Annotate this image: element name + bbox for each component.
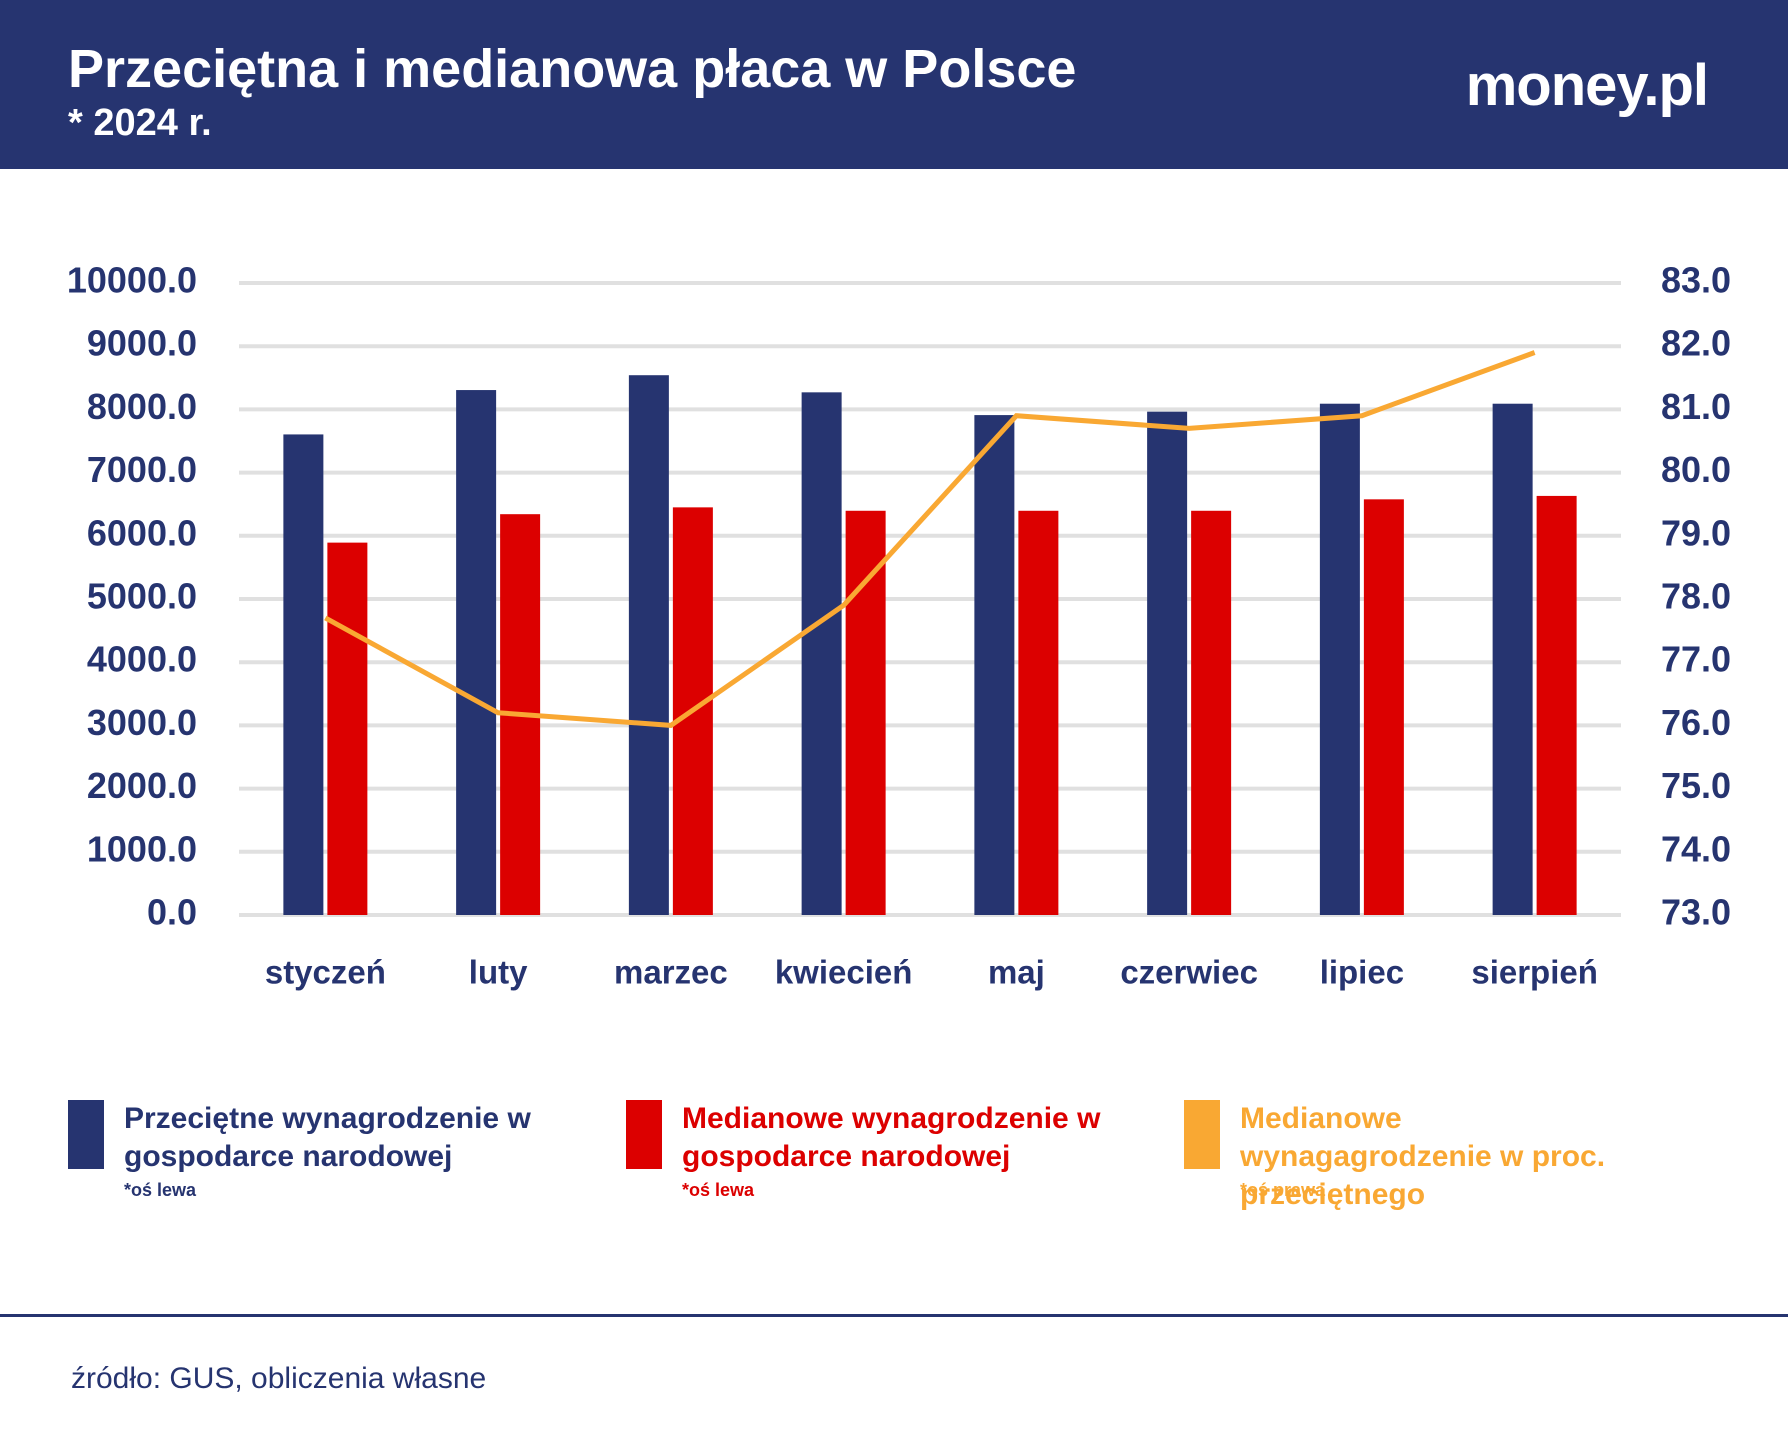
- y2-tick-label: 75.0: [1661, 765, 1731, 806]
- bar: [974, 415, 1015, 915]
- bar: [801, 392, 842, 915]
- logo: money.pl: [1465, 53, 1709, 118]
- bar: [283, 434, 324, 915]
- y2-tick-label: 83.0: [1661, 260, 1731, 301]
- source: źródło: GUS, obliczenia własne: [71, 1362, 487, 1395]
- y2-tick-label: 81.0: [1661, 386, 1731, 427]
- y-tick-label: 7000.0: [87, 449, 197, 490]
- y2-tick-label: 76.0: [1661, 702, 1731, 743]
- legend-label: Przeciętne wynagrodzenie w gospodarce na…: [124, 1102, 531, 1173]
- bar: [1191, 510, 1232, 915]
- legend-note: *oś lewa: [682, 1180, 755, 1200]
- y-tick-label: 6000.0: [87, 512, 197, 553]
- y2-tick-label: 80.0: [1661, 449, 1731, 490]
- bar: [1363, 499, 1404, 915]
- bar: [1319, 403, 1360, 915]
- x-tick-label: czerwiec: [1120, 954, 1258, 991]
- line: [324, 350, 1536, 728]
- bar: [456, 390, 497, 915]
- x-tick-label: luty: [469, 954, 528, 991]
- y-tick-label: 1000.0: [87, 828, 197, 869]
- x-tick-label: marzec: [614, 954, 728, 991]
- y2-tick-label: 79.0: [1661, 512, 1731, 553]
- x-tick-label: kwiecień: [775, 954, 913, 991]
- subtitle: * 2024 r.: [68, 102, 212, 144]
- y2-tick-label: 78.0: [1661, 576, 1731, 617]
- y2-tick-label: 82.0: [1661, 323, 1731, 364]
- x-tick-label: sierpień: [1471, 954, 1598, 991]
- y2-tick-label: 73.0: [1661, 892, 1731, 933]
- title: Przeciętna i medianowa płaca w Polsce: [68, 39, 1077, 99]
- header: Przeciętna i medianowa płaca w Polsce * …: [0, 0, 1788, 169]
- separator: [0, 1314, 1788, 1317]
- bar: [1492, 403, 1533, 915]
- y-tick-label: 8000.0: [87, 386, 197, 427]
- bar: [845, 510, 886, 915]
- x-tick-label: lipiec: [1320, 954, 1404, 991]
- y-tick-label: 10000.0: [67, 260, 197, 301]
- y-tick-label: 3000.0: [87, 702, 197, 743]
- y2-tick-label: 74.0: [1661, 828, 1731, 869]
- y-tick-label: 9000.0: [87, 323, 197, 364]
- y-tick-label: 0.0: [147, 892, 197, 933]
- y-tick-label: 2000.0: [87, 765, 197, 806]
- legend-label: Medianowe wynagagrodzenie w proc. przeci…: [1240, 1102, 1606, 1211]
- legend-note: *oś lewa: [124, 1180, 197, 1200]
- x-tick-label: styczeń: [265, 954, 386, 991]
- y-tick-label: 5000.0: [87, 576, 197, 617]
- legend-label: Medianowe wynagrodzenie w gospodarce nar…: [682, 1102, 1101, 1173]
- legend-swatch: [68, 1100, 104, 1169]
- y2-tick-label: 77.0: [1661, 639, 1731, 680]
- legend-swatch: [626, 1100, 662, 1169]
- bar: [327, 542, 368, 915]
- legend-note: *oś prawa: [1240, 1180, 1326, 1200]
- bar: [628, 375, 669, 915]
- x-tick-label: maj: [988, 954, 1045, 991]
- y-tick-label: 4000.0: [87, 639, 197, 680]
- chart: 0.0 1000.0 2000.0 3000.0 4000.0 5000.0 6000.0 7…: [67, 260, 1731, 991]
- legend-swatch: [1184, 1100, 1220, 1169]
- bar: [1147, 411, 1188, 915]
- bar: [1018, 510, 1059, 915]
- bar: [1536, 495, 1577, 915]
